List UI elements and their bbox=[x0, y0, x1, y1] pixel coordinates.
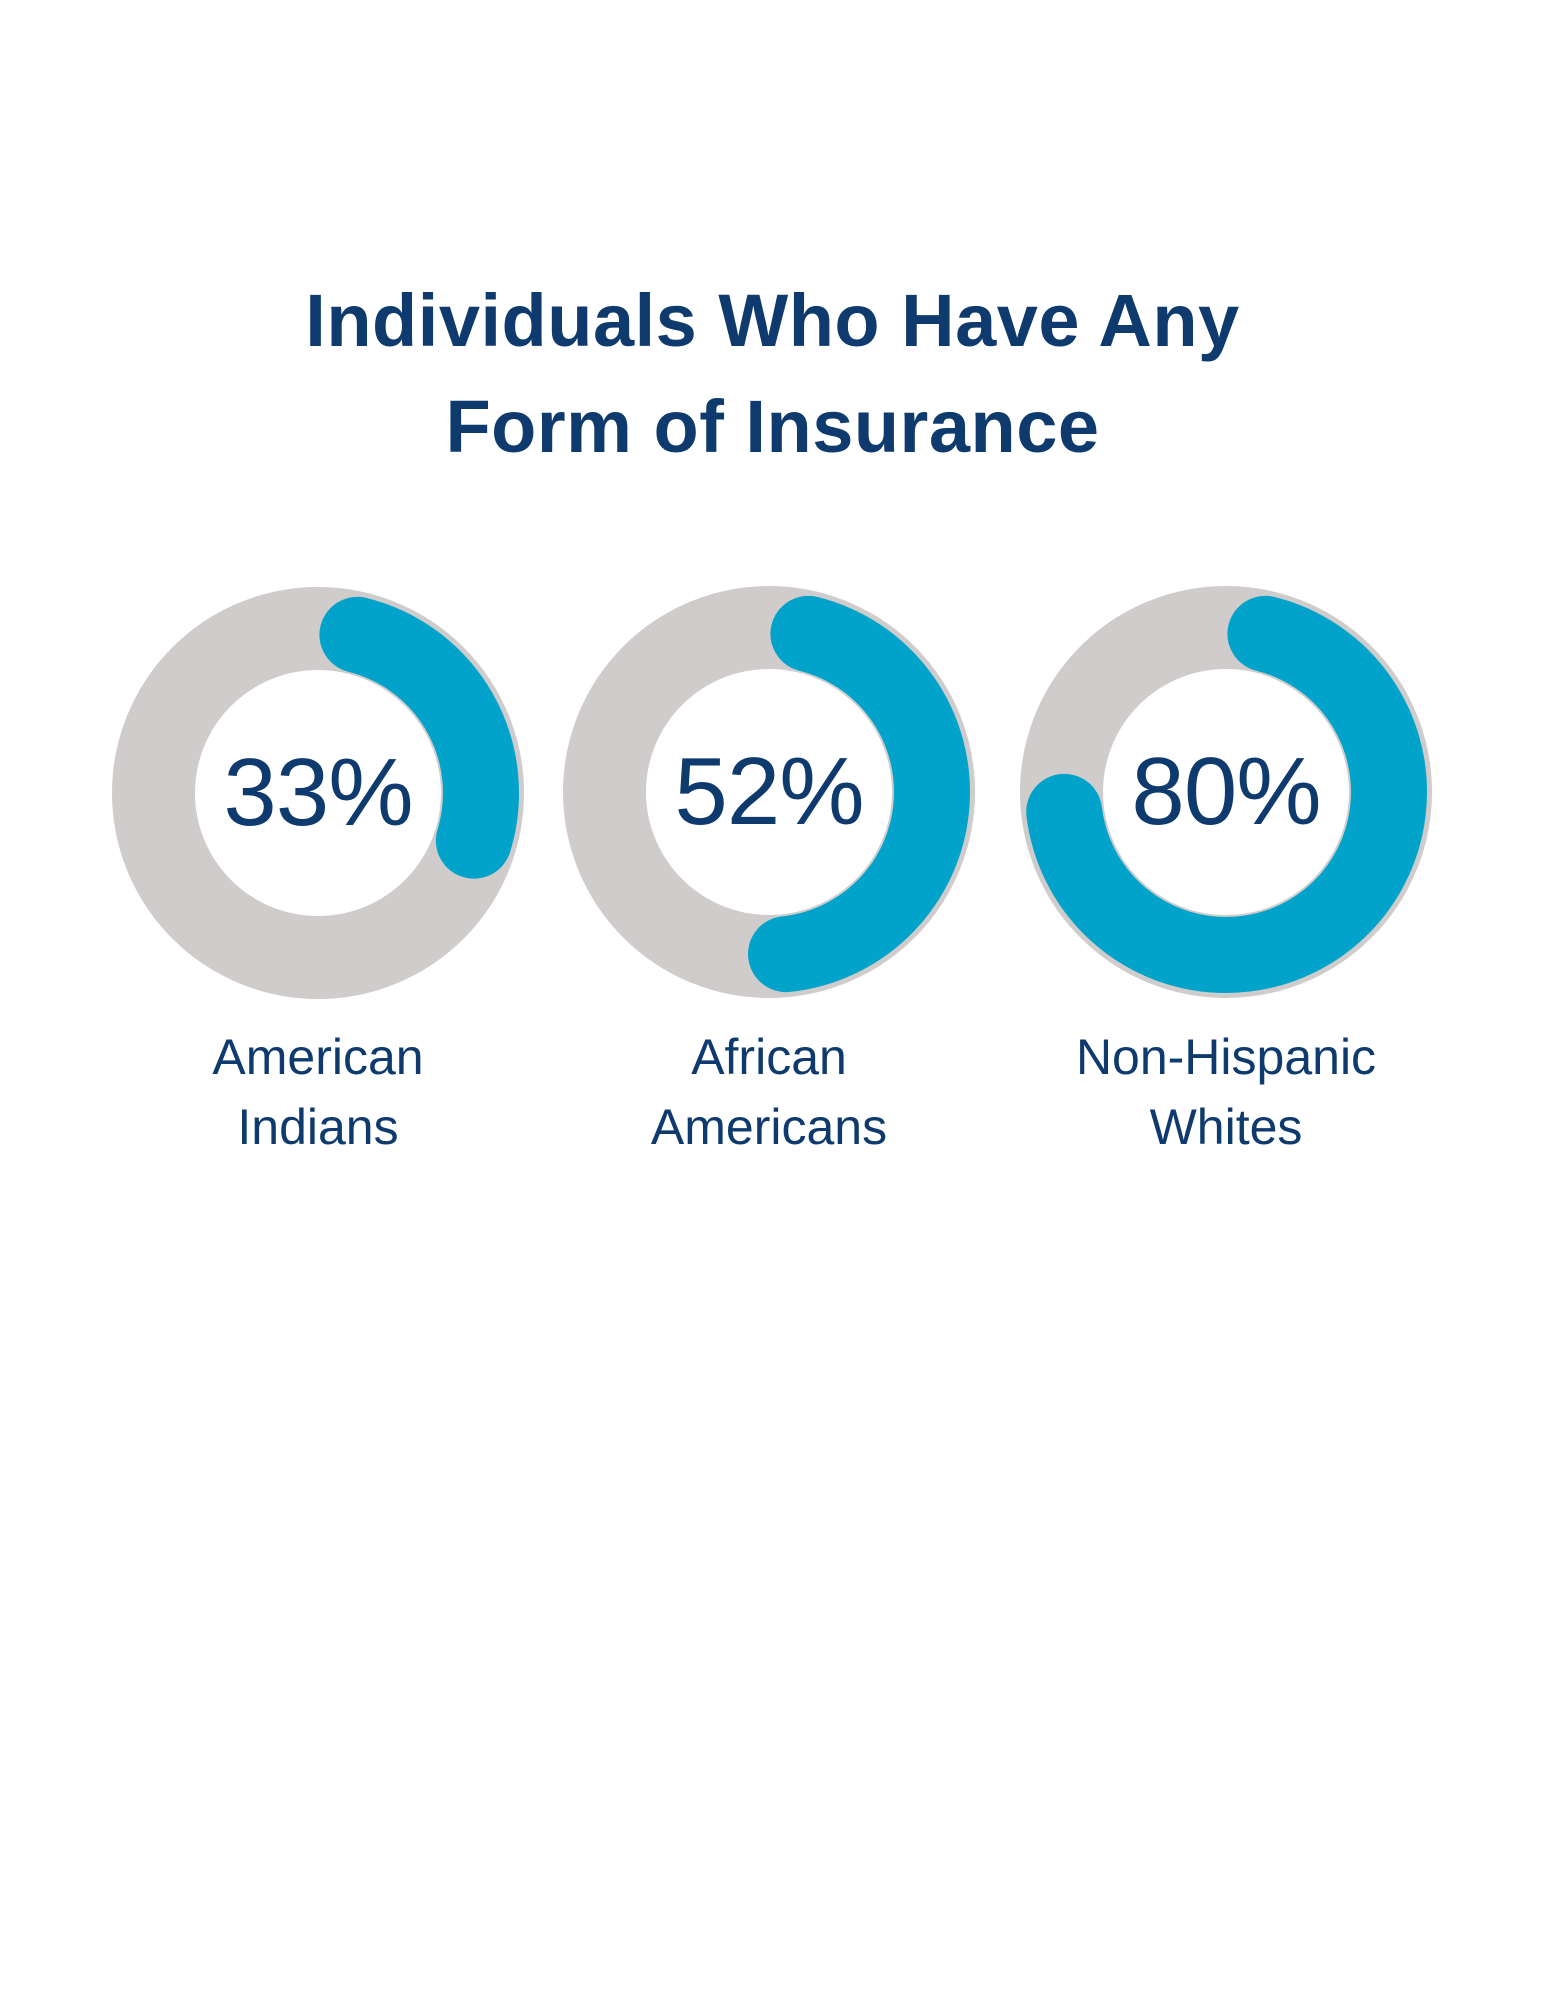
label-line-2: Whites bbox=[1149, 1099, 1303, 1155]
label-line-1: African bbox=[691, 1029, 847, 1085]
donut-chart-graphic bbox=[563, 586, 975, 998]
donut-chart-graphic bbox=[1020, 586, 1432, 998]
label-line-1: Non-Hispanic bbox=[1075, 1029, 1377, 1085]
category-label: Non-Hispanic Whites bbox=[996, 1022, 1456, 1162]
category-label: American Indians bbox=[88, 1022, 548, 1162]
title-line-1: Individuals Who Have Any bbox=[305, 279, 1240, 362]
label-line-2: Indians bbox=[237, 1099, 399, 1155]
percent-value: 33% bbox=[223, 739, 413, 846]
percent-value: 52% bbox=[674, 738, 864, 845]
chart-title: Individuals Who Have Any Form of Insuran… bbox=[0, 268, 1545, 480]
donut-value-arc bbox=[319, 596, 519, 879]
donut-value-arc bbox=[748, 595, 970, 993]
donut-value-arc bbox=[1026, 595, 1427, 993]
donut-chart-graphic bbox=[112, 587, 524, 999]
donut-american-indians: 33% bbox=[108, 583, 528, 1003]
donut-non-hispanic-whites: 80% bbox=[1016, 582, 1436, 1002]
category-label: African Americans bbox=[539, 1022, 999, 1162]
title-line-2: Form of Insurance bbox=[445, 385, 1100, 468]
label-line-1: American bbox=[212, 1029, 424, 1085]
label-line-2: Americans bbox=[650, 1099, 888, 1155]
donut-african-americans: 52% bbox=[559, 582, 979, 1002]
percent-value: 80% bbox=[1131, 738, 1321, 845]
